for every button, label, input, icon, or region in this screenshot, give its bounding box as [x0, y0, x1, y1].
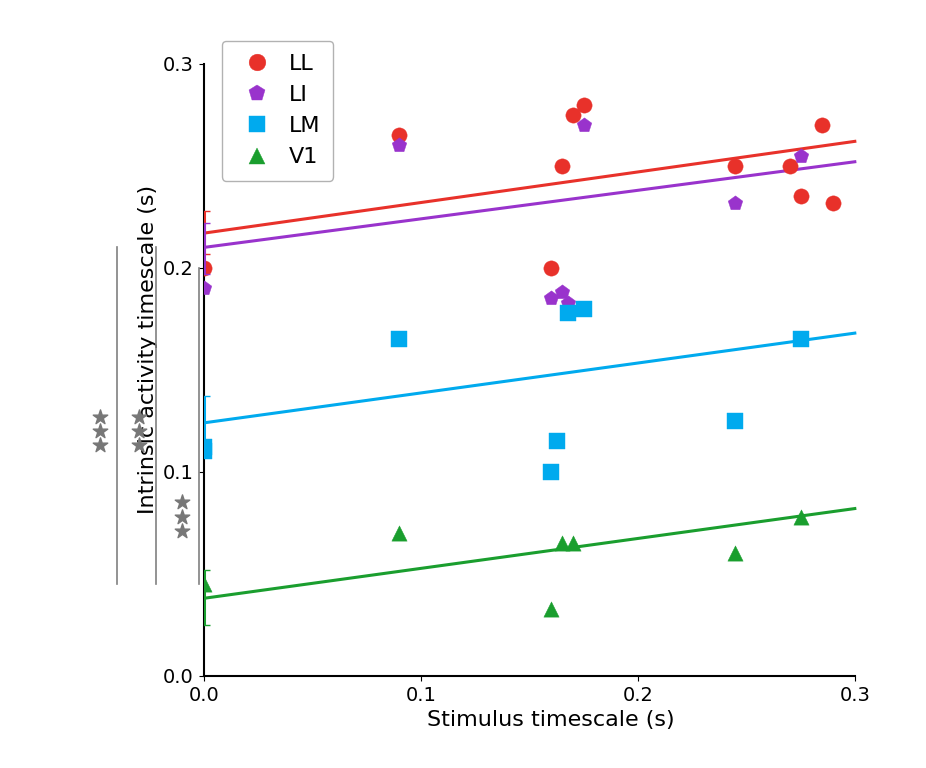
Point — [815, 119, 830, 131]
Point — [794, 190, 808, 203]
Point — [175, 511, 190, 523]
Point — [826, 197, 841, 209]
Point — [93, 439, 107, 452]
Point — [555, 160, 569, 172]
Point — [565, 109, 580, 121]
Y-axis label: Intrinsic activity timescale (s): Intrinsic activity timescale (s) — [138, 185, 157, 514]
Point — [561, 296, 576, 309]
Point — [576, 303, 591, 315]
Point — [728, 415, 743, 427]
Point — [794, 150, 808, 162]
Point — [392, 139, 407, 151]
Point — [175, 525, 190, 537]
Point — [196, 578, 211, 590]
Point — [576, 119, 591, 131]
Point — [544, 262, 558, 274]
Point — [555, 286, 569, 299]
Point — [93, 425, 107, 437]
Point — [728, 197, 743, 209]
Point — [392, 333, 407, 346]
Point — [794, 511, 808, 523]
Point — [175, 496, 190, 508]
Point — [544, 465, 558, 478]
Point — [550, 435, 565, 448]
Point — [728, 160, 743, 172]
Point — [131, 425, 146, 437]
Point — [196, 441, 211, 453]
Point — [131, 411, 146, 423]
Point — [131, 439, 146, 452]
Point — [392, 527, 407, 539]
X-axis label: Stimulus timescale (s): Stimulus timescale (s) — [427, 710, 675, 730]
Point — [782, 160, 797, 172]
Point — [544, 602, 558, 614]
Point — [392, 129, 407, 141]
Point — [561, 306, 576, 319]
Point — [93, 411, 107, 423]
Point — [196, 445, 211, 458]
Legend: LL, LI, LM, V1: LL, LI, LM, V1 — [221, 41, 333, 180]
Point — [576, 98, 591, 111]
Point — [196, 262, 211, 274]
Point — [728, 548, 743, 560]
Point — [565, 537, 580, 549]
Point — [544, 293, 558, 305]
Point — [196, 282, 211, 294]
Point — [555, 537, 569, 549]
Point — [794, 333, 808, 346]
